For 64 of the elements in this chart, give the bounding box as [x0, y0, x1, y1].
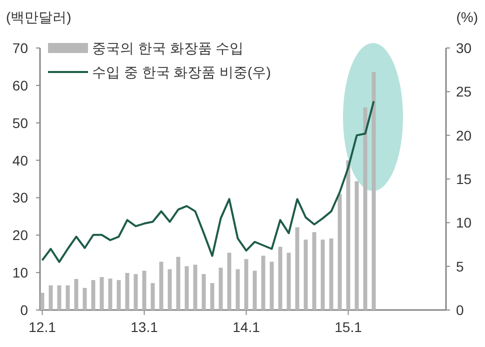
bar: [304, 240, 308, 310]
bar: [286, 252, 291, 310]
bar: [116, 280, 121, 310]
x-tick-label: 12.1: [28, 319, 56, 335]
bar: [329, 238, 334, 310]
bar: [66, 285, 70, 310]
bar: [48, 285, 53, 310]
bar: [295, 227, 300, 310]
bar: [168, 269, 172, 310]
bar: [210, 283, 214, 310]
line-series: [41, 100, 375, 263]
y-tick-label: 40: [12, 152, 28, 168]
bar: [236, 269, 240, 310]
y2-axis-title: (%): [456, 9, 478, 25]
bar: [57, 285, 62, 310]
y2-tick-label: 30: [456, 40, 472, 56]
bar: [100, 277, 104, 310]
bar: [261, 256, 266, 310]
y-tick-label: 30: [12, 190, 28, 206]
bar: [338, 194, 342, 310]
bar: [82, 288, 87, 310]
y-tick-label: 50: [12, 114, 28, 131]
bar: [74, 278, 78, 310]
bar: [252, 270, 257, 310]
y2-tick-label: 10: [456, 214, 472, 231]
bar: [108, 278, 112, 310]
y-tick-label: 0: [20, 302, 28, 318]
bar: [40, 292, 44, 310]
bar: [244, 259, 248, 310]
bar: [320, 240, 325, 310]
bar: [142, 270, 146, 310]
bar: [159, 262, 164, 310]
bar: [354, 181, 359, 310]
bar: [278, 246, 282, 310]
bar: [218, 268, 223, 310]
bar: [134, 274, 138, 310]
bar: [184, 266, 189, 310]
y2-tick-label: 25: [456, 84, 472, 100]
x-tick-label: 15.1: [334, 319, 362, 335]
bar: [346, 160, 350, 310]
y-tick-label: 10: [12, 264, 28, 281]
bar: [202, 274, 206, 310]
y-tick-label: 20: [12, 227, 28, 244]
bar: [193, 264, 198, 310]
y-axis-title: (백만달러): [6, 9, 72, 25]
y2-tick-label: 15: [456, 171, 472, 187]
y2-tick-label: 5: [456, 258, 464, 274]
bar: [312, 232, 316, 310]
bar: [363, 108, 368, 310]
bar: [227, 252, 232, 310]
x-tick-label: 13.1: [130, 319, 158, 335]
y2-tick-label: 20: [456, 127, 472, 144]
bar: [176, 256, 180, 310]
bar: [372, 72, 376, 310]
bar: [270, 262, 274, 310]
bar: [91, 280, 96, 310]
x-tick-label: 14.1: [232, 319, 260, 335]
y2-tick-label: 0: [456, 302, 464, 318]
y-tick-label: 70: [12, 40, 28, 56]
legend-label: 수입 중 한국 화장품 비중(우): [92, 64, 271, 80]
bar: [125, 272, 130, 310]
legend-label: 중국의 한국 화장품 수입: [92, 40, 244, 56]
y-tick-label: 60: [12, 77, 28, 94]
bar: [150, 283, 155, 310]
